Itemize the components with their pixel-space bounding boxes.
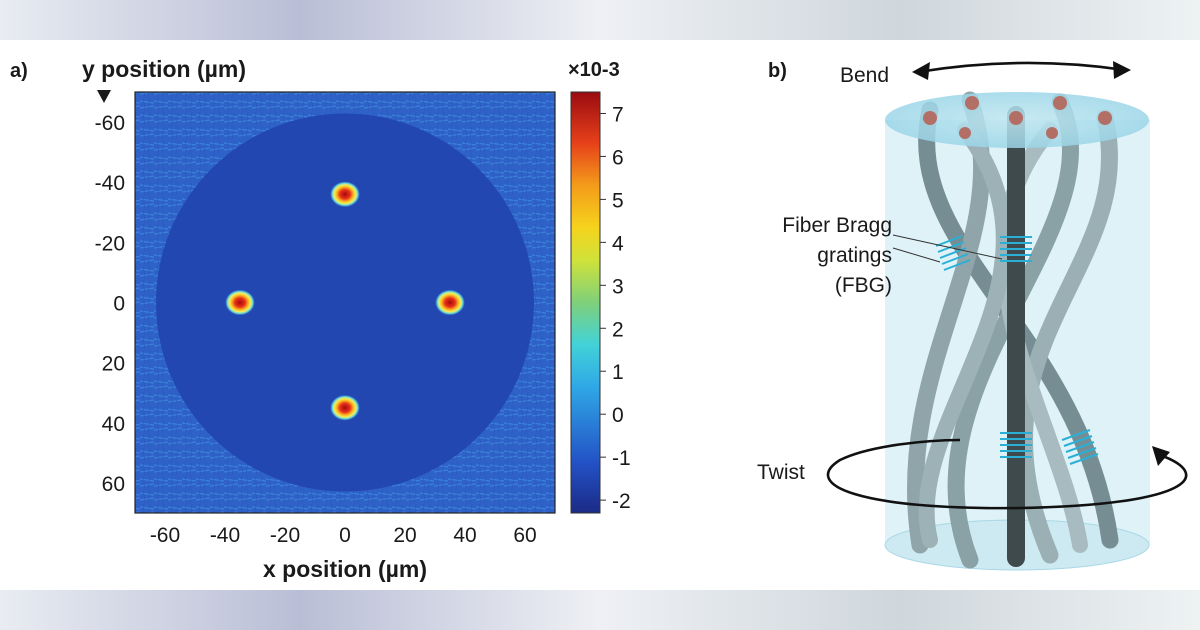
core-spots bbox=[225, 181, 465, 421]
y-tick-label: 60 bbox=[102, 473, 125, 496]
top-decorative-band bbox=[0, 0, 1200, 40]
colorbar-tick-label: 5 bbox=[612, 189, 624, 212]
fbg-grating-3 bbox=[1000, 432, 1032, 458]
colorbar-tick-labels: 7 6 5 4 3 2 1 0 -1 -2 bbox=[600, 103, 631, 513]
y-tick-label: -20 bbox=[95, 232, 125, 255]
colorbar-tick-label: 4 bbox=[612, 232, 624, 255]
twist-arrow-icon bbox=[826, 438, 1188, 510]
y-tick-label: -60 bbox=[95, 112, 125, 135]
colorbar-tick-label: 6 bbox=[612, 146, 624, 169]
core-spot-2 bbox=[225, 289, 255, 316]
panel-a-label: a) bbox=[10, 60, 28, 82]
fbg-grating-1 bbox=[1000, 236, 1032, 262]
y-tick-label: -40 bbox=[95, 172, 125, 195]
colorbar-tick-label: 3 bbox=[612, 275, 624, 298]
panel-b-label: b) bbox=[768, 60, 787, 82]
colorbar bbox=[570, 91, 601, 514]
core-spot-3 bbox=[435, 289, 465, 316]
colorbar-tick-label: 2 bbox=[612, 318, 624, 341]
colorbar-tick-label: 1 bbox=[612, 361, 624, 384]
y-axis-label: y position (µm) bbox=[82, 56, 246, 82]
core-spot-4 bbox=[330, 394, 360, 421]
y-tick-labels: -60 -40 -20 0 20 40 60 bbox=[95, 112, 125, 496]
fbg-leader-line-2 bbox=[892, 247, 941, 263]
colorbar-tick-label: 7 bbox=[612, 103, 624, 126]
twist-label: Twist bbox=[757, 461, 805, 484]
colorbar-tick-label: -1 bbox=[612, 447, 631, 470]
fbg-label-line-2: gratings bbox=[817, 244, 892, 267]
heatmap-plot bbox=[134, 91, 556, 514]
x-tick-label: 40 bbox=[453, 524, 476, 547]
core-ends bbox=[923, 96, 1112, 139]
fbg-leader-line-1 bbox=[892, 234, 1003, 260]
bend-arrow-right-head-icon bbox=[1113, 61, 1131, 79]
x-tick-label: 0 bbox=[339, 524, 351, 547]
bottom-decorative-band bbox=[0, 590, 1200, 630]
y-tick-label: 0 bbox=[113, 293, 125, 316]
x-tick-label: -40 bbox=[210, 524, 240, 547]
y-tick-label: 40 bbox=[102, 413, 125, 436]
colorbar-tick-label: 0 bbox=[612, 404, 624, 427]
x-tick-label: -20 bbox=[270, 524, 300, 547]
x-tick-label: -60 bbox=[150, 524, 180, 547]
fiber-cladding bbox=[156, 113, 534, 492]
colorbar-exponent-label: ×10-3 bbox=[568, 59, 620, 81]
x-tick-label: 60 bbox=[513, 524, 536, 547]
x-tick-label: 20 bbox=[393, 524, 416, 547]
y-axis-direction-arrow-icon bbox=[97, 90, 111, 103]
core-spot-1 bbox=[330, 181, 360, 208]
twist-arrow-head-icon bbox=[1152, 446, 1170, 466]
plot-frame bbox=[134, 91, 556, 514]
helical-core-6 bbox=[918, 122, 1012, 548]
y-tick-label: 20 bbox=[102, 353, 125, 376]
x-axis-label: x position (µm) bbox=[263, 556, 427, 582]
helical-core-4 bbox=[1016, 109, 1119, 564]
bend-arrow-left-head-icon bbox=[912, 62, 930, 80]
bend-arrow-icon bbox=[917, 61, 1126, 74]
colorbar-tick-label: -2 bbox=[612, 490, 631, 513]
fbg-label-line-1: Fiber Bragg bbox=[782, 214, 892, 237]
fiber-cylinder bbox=[884, 91, 1150, 571]
bend-label: Bend bbox=[840, 64, 889, 87]
fbg-label-line-3: (FBG) bbox=[835, 274, 892, 297]
fbg-grating-4 bbox=[1061, 429, 1099, 465]
x-tick-labels: -60 -40 -20 0 20 40 60 bbox=[150, 524, 537, 547]
